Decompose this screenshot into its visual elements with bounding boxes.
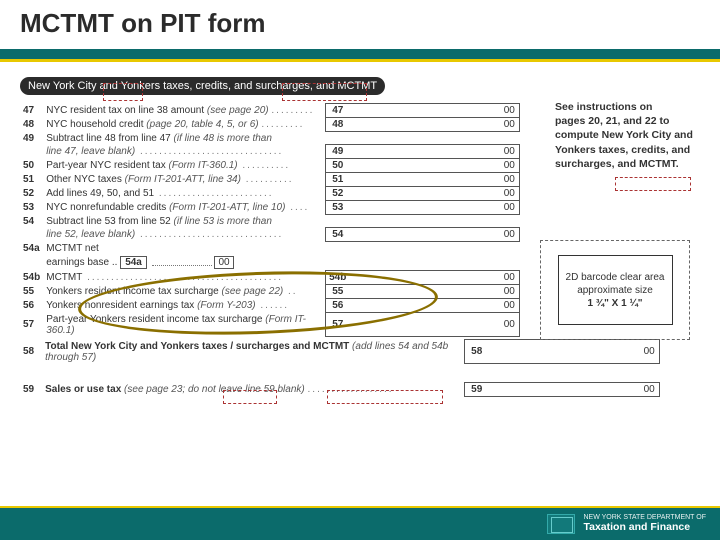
footer-text: NEW YORK STATE DEPARTMENT OF Taxation an…: [583, 514, 706, 533]
row-54a-net2: earnings base .. 54a 00: [20, 255, 520, 271]
amount-field[interactable]: [350, 104, 500, 118]
line-desc: NYC resident tax on line 38 amount (see …: [43, 104, 325, 118]
box-label: 47: [326, 104, 350, 118]
row-58-table: 58 Total New York City and Yonkers taxes…: [20, 339, 660, 364]
row-54b: line 52, leave blank) ..................…: [20, 228, 520, 242]
amount-field[interactable]: [489, 340, 640, 364]
amount-field[interactable]: [350, 145, 500, 159]
dashed-annotation-2: [282, 83, 367, 101]
row-48: 48 NYC household credit (page 20, table …: [20, 118, 520, 132]
line-num: 47: [20, 104, 43, 118]
dashed-annotation-4: [223, 390, 277, 404]
inline-amount-field[interactable]: [152, 258, 212, 266]
amount-field[interactable]: [350, 159, 500, 173]
row-54a: 54 Subtract line 53 from line 52 (if lin…: [20, 215, 520, 228]
inline-box-label: 54a: [120, 256, 147, 269]
page-title: MCTMT on PIT form: [20, 8, 700, 39]
row-50: 50 Part-year NYC resident tax (Form IT-3…: [20, 159, 520, 173]
row-49a: 49 Subtract line 48 from line 47 (if lin…: [20, 132, 520, 145]
row-49b: line 47, leave blank) ..................…: [20, 145, 520, 159]
amount-field[interactable]: [350, 228, 500, 242]
cents-field: 00: [500, 104, 520, 118]
row-54a-net: 54a MCTMT net: [20, 242, 520, 256]
title-bar: MCTMT on PIT form: [0, 0, 720, 59]
dashed-annotation-1: [103, 83, 143, 101]
dashed-annotation-3: [615, 177, 691, 191]
amount-field[interactable]: [350, 118, 500, 132]
amount-field[interactable]: [350, 173, 500, 187]
nys-logo-icon: [547, 514, 575, 534]
row-53: 53 NYC nonrefundable credits (Form IT-20…: [20, 201, 520, 215]
barcode-label: 2D barcode clear area approximate size 1…: [558, 255, 673, 325]
row-58: 58 Total New York City and Yonkers taxes…: [20, 340, 660, 364]
row-51: 51 Other NYC taxes (Form IT-201-ATT, lin…: [20, 173, 520, 187]
amount-field[interactable]: [489, 383, 640, 397]
inline-cents: 00: [214, 256, 233, 269]
row-47: 47 NYC resident tax on line 38 amount (s…: [20, 104, 520, 118]
barcode-clear-area: 2D barcode clear area approximate size 1…: [540, 240, 690, 340]
footer-bar: NEW YORK STATE DEPARTMENT OF Taxation an…: [0, 506, 720, 540]
row-52: 52 Add lines 49, 50, and 51 ............…: [20, 187, 520, 201]
amount-field[interactable]: [350, 187, 500, 201]
dashed-annotation-5: [327, 390, 443, 404]
amount-field[interactable]: [350, 201, 500, 215]
instructions-sidebar: See instructions on pages 20, 21, and 22…: [555, 100, 695, 171]
